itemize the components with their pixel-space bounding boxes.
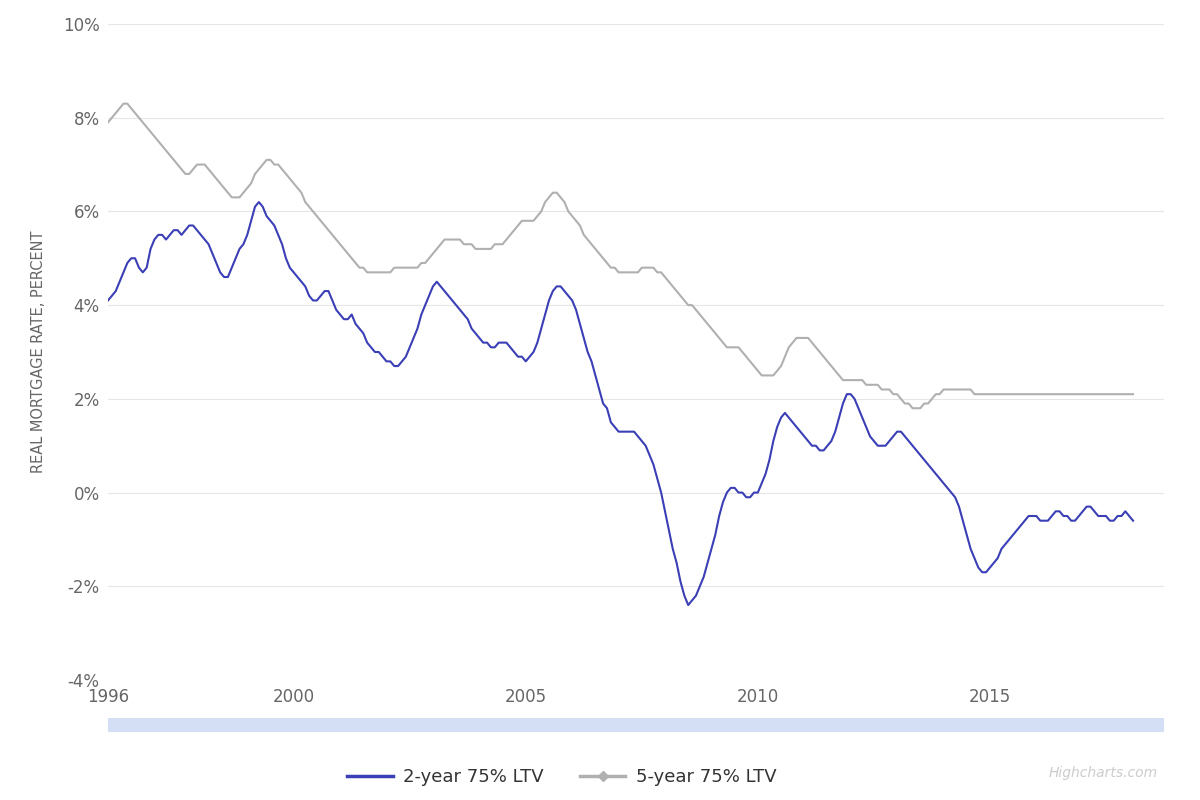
Y-axis label: REAL MORTGAGE RATE, PERCENT: REAL MORTGAGE RATE, PERCENT bbox=[31, 230, 47, 474]
Text: Highcharts.com: Highcharts.com bbox=[1049, 766, 1158, 780]
Legend: 2-year 75% LTV, 5-year 75% LTV: 2-year 75% LTV, 5-year 75% LTV bbox=[341, 761, 784, 794]
